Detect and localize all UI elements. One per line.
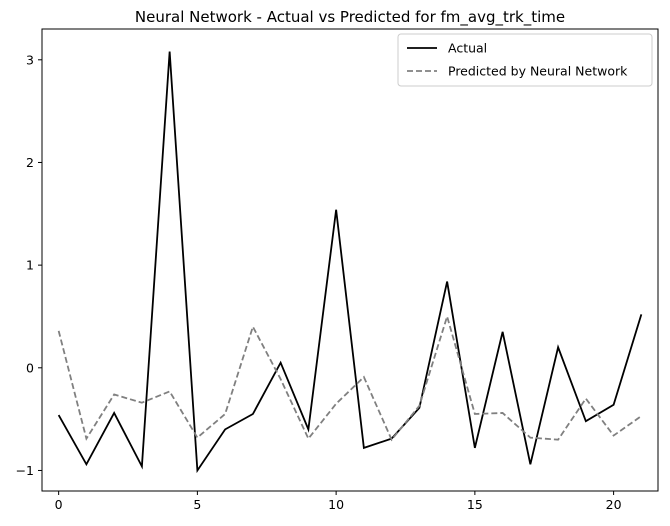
y-tick-label: 1	[26, 258, 34, 273]
x-tick-label: 15	[467, 497, 483, 512]
legend-box	[397, 33, 653, 87]
legend-label-predicted: Predicted by Neural Network	[448, 64, 628, 79]
y-tick-label: 0	[26, 360, 34, 375]
y-tick-label: −1	[16, 463, 34, 478]
x-tick-label: 5	[193, 497, 201, 512]
y-tick-label: 3	[26, 52, 34, 67]
x-tick-label: 0	[55, 497, 63, 512]
y-tick-label: 2	[26, 155, 34, 170]
series-line-actual	[57, 51, 643, 474]
plot-area	[41, 28, 659, 492]
series-layer	[57, 51, 643, 474]
y-axis: −1 0 1 2 3	[16, 52, 42, 478]
legend: Actual Predicted by Neural Network	[397, 33, 653, 87]
x-tick-label: 10	[328, 497, 344, 512]
series-line-predicted	[57, 313, 642, 442]
x-axis: 0 5 10 15 20	[55, 491, 622, 512]
legend-label-actual: Actual	[448, 41, 487, 56]
chart-title: Neural Network - Actual vs Predicted for…	[135, 8, 565, 27]
x-tick-label: 20	[606, 497, 622, 512]
